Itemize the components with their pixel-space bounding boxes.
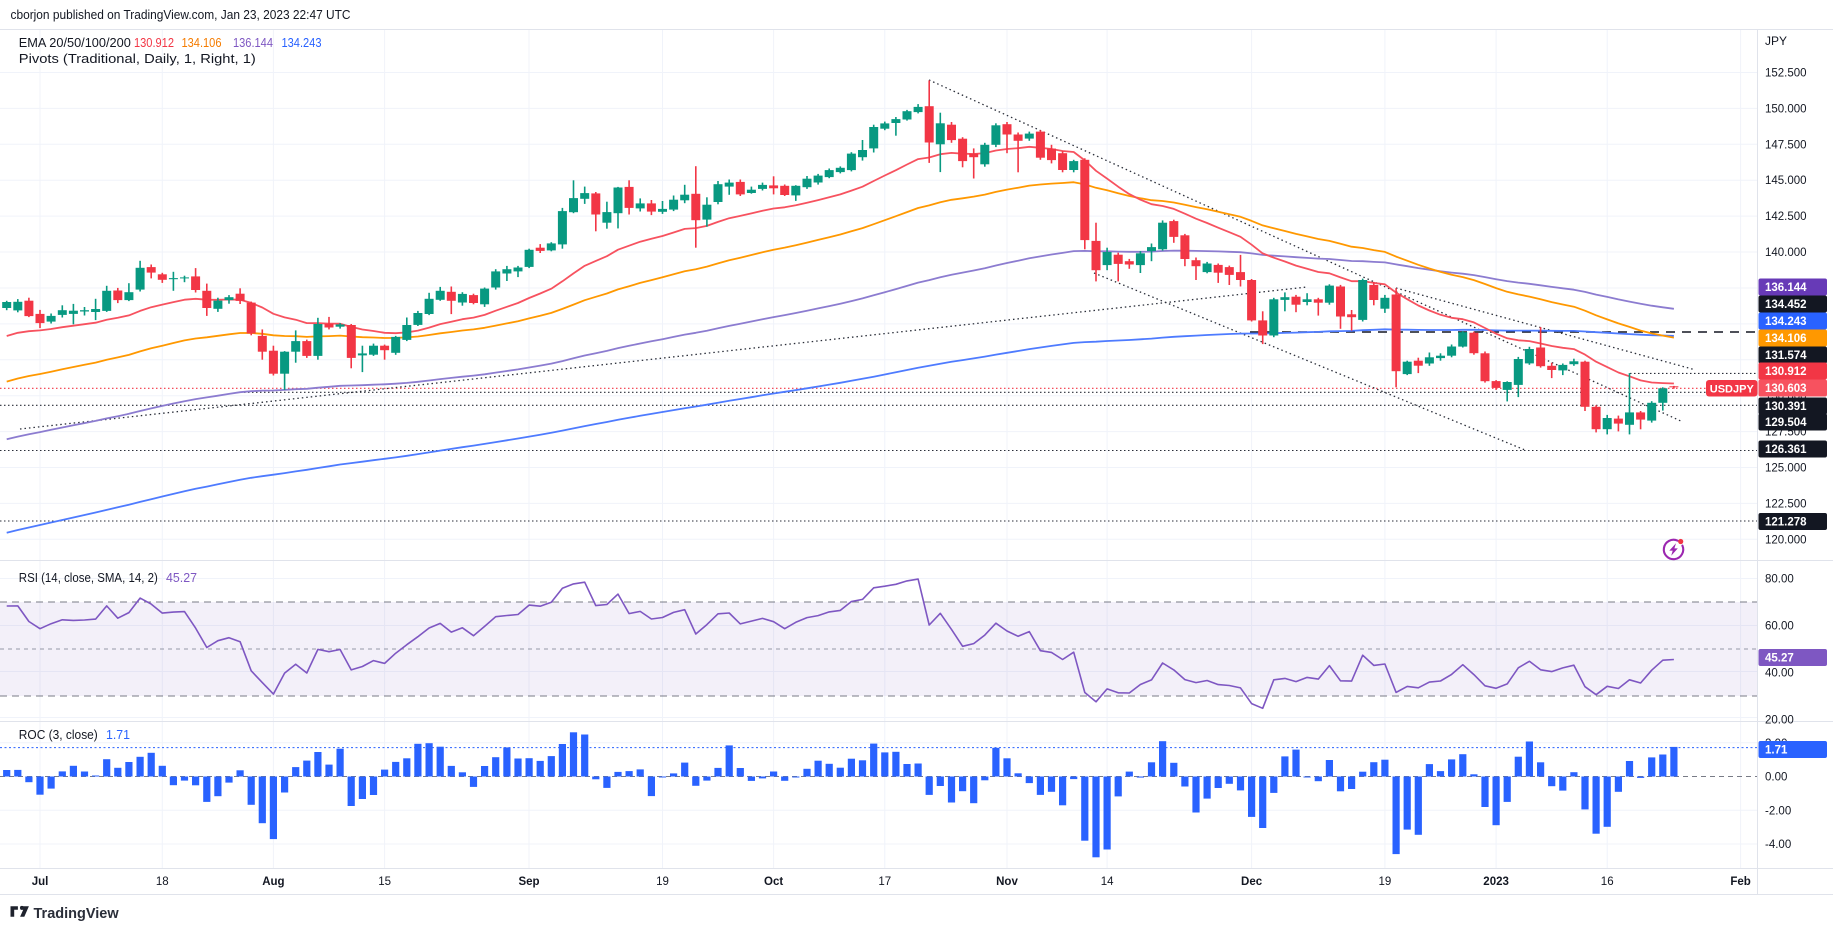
svg-text:152.500: 152.500 [1765,67,1807,79]
svg-text:134.452: 134.452 [1765,299,1807,311]
svg-text:Sep: Sep [518,876,539,888]
svg-text:150.000: 150.000 [1765,103,1807,115]
svg-text:USDJPY: USDJPY [1710,383,1755,395]
svg-text:15: 15 [378,876,391,888]
svg-text:45.27: 45.27 [166,571,197,585]
svg-text:134.243: 134.243 [282,36,322,50]
svg-text:60.00: 60.00 [1765,621,1794,633]
svg-text:120.000: 120.000 [1765,534,1807,546]
svg-text:136.144: 136.144 [233,36,273,50]
svg-text:20.00: 20.00 [1765,715,1794,727]
svg-text:Aug: Aug [262,876,284,888]
svg-text:Oct: Oct [764,876,783,888]
svg-text:18: 18 [156,876,169,888]
svg-text:122.500: 122.500 [1765,498,1807,510]
svg-text:121.278: 121.278 [1765,517,1807,529]
svg-text:0.00: 0.00 [1765,772,1787,784]
svg-text:ROC (3, close): ROC (3, close) [19,728,98,742]
svg-text:134.243: 134.243 [1765,316,1807,328]
svg-text:131.574: 131.574 [1765,350,1807,362]
svg-text:1.71: 1.71 [1765,745,1788,757]
svg-text:19: 19 [656,876,669,888]
svg-text:14: 14 [1101,876,1114,888]
svg-text:Nov: Nov [996,876,1018,888]
svg-text:19: 19 [1379,876,1392,888]
svg-text:2023: 2023 [1483,876,1509,888]
svg-text:130.391: 130.391 [1765,401,1807,413]
svg-text:Dec: Dec [1241,876,1263,888]
svg-text:140.000: 140.000 [1765,247,1807,259]
svg-text:147.500: 147.500 [1765,139,1807,151]
svg-text:JPY: JPY [1765,34,1787,48]
svg-text:45.27: 45.27 [1765,653,1794,665]
svg-text:134.106: 134.106 [182,36,222,50]
svg-text:125.000: 125.000 [1765,462,1807,474]
svg-text:134.106: 134.106 [1765,333,1807,345]
svg-text:Pivots (Traditional, Daily, 1,: Pivots (Traditional, Daily, 1, Right, 1) [19,52,256,66]
svg-text:17: 17 [878,876,891,888]
svg-text:129.504: 129.504 [1765,417,1807,429]
svg-text:130.603: 130.603 [1765,383,1807,395]
svg-text:126.361: 126.361 [1765,444,1807,456]
svg-text:TradingView: TradingView [34,906,120,922]
svg-text:80.00: 80.00 [1765,574,1794,586]
svg-text:16: 16 [1601,876,1614,888]
svg-text:EMA 20/50/100/200: EMA 20/50/100/200 [19,36,131,50]
svg-text:40.00: 40.00 [1765,668,1794,680]
svg-text:142.500: 142.500 [1765,211,1807,223]
svg-text:136.144: 136.144 [1765,282,1807,294]
svg-text:RSI (14, close, SMA, 14, 2): RSI (14, close, SMA, 14, 2) [19,571,158,585]
svg-text:Feb: Feb [1730,876,1750,888]
svg-text:Jul: Jul [32,876,49,888]
svg-text:cborjon published on TradingVi: cborjon published on TradingView.com, Ja… [11,7,351,22]
svg-text:130.912: 130.912 [1765,366,1807,378]
svg-text:-4.00: -4.00 [1765,839,1791,851]
svg-text:-2.00: -2.00 [1765,805,1791,817]
svg-text:130.912: 130.912 [134,36,174,50]
svg-text:1.71: 1.71 [106,728,130,742]
svg-text:145.000: 145.000 [1765,175,1807,187]
